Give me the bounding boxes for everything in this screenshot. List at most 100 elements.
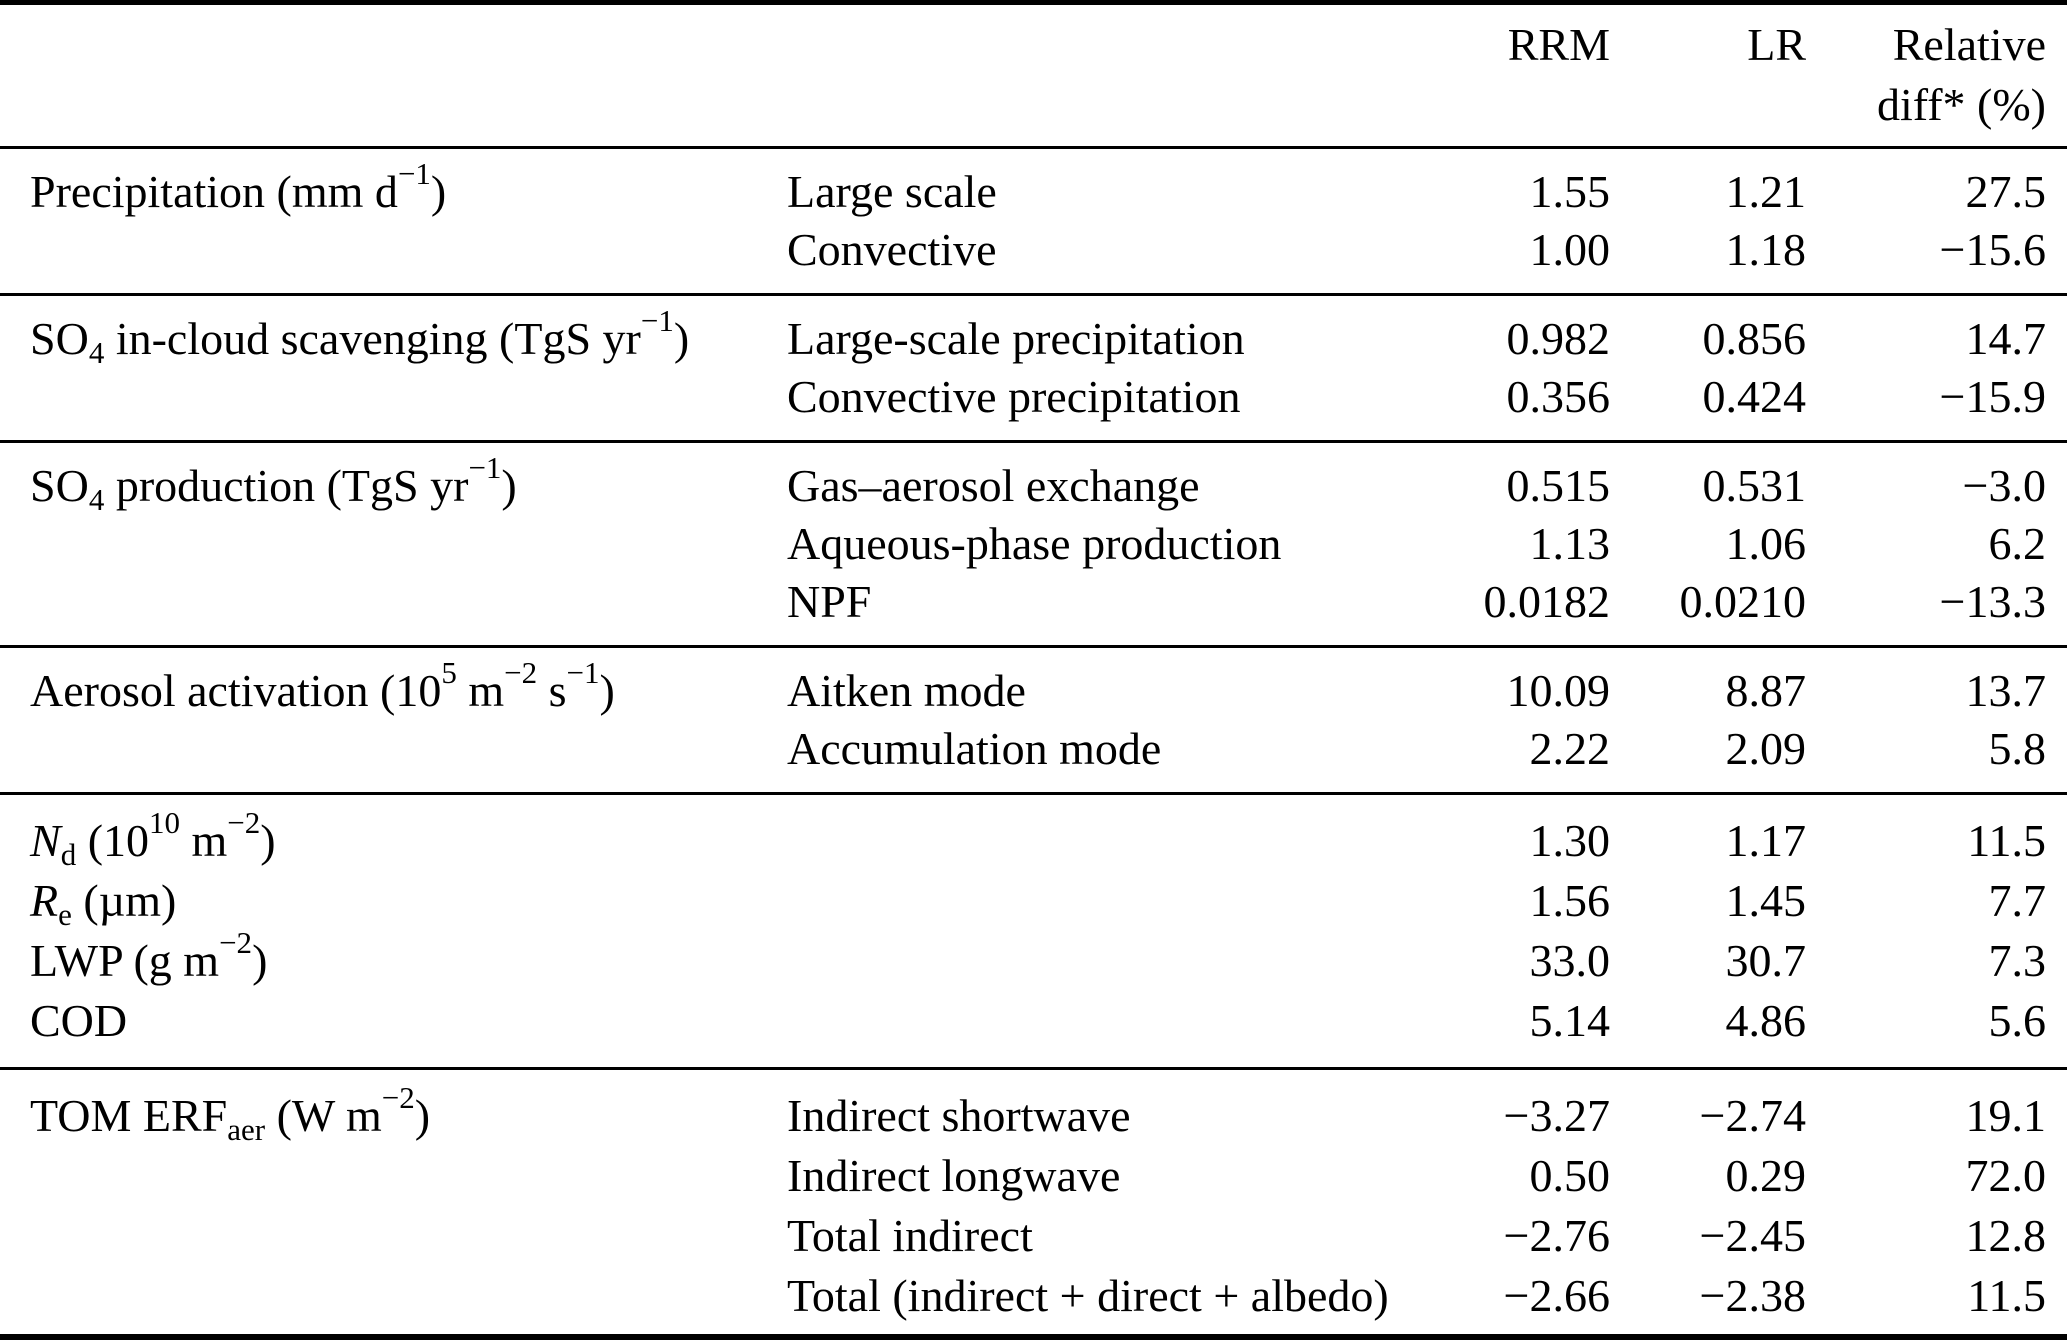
diff-value: 5.6 (1988, 995, 2047, 1046)
sub-label (757, 931, 1410, 991)
diff-value: 7.3 (1988, 935, 2047, 986)
lr-value: 0.424 (1702, 371, 1807, 422)
sub-label: Indirect shortwave (787, 1090, 1131, 1141)
sub-label: Gas–aerosol exchange (787, 460, 1200, 511)
col-header-lr-label: LR (1747, 19, 1806, 70)
param-label: COD (30, 995, 128, 1046)
lr-value: 1.06 (1725, 518, 1807, 569)
diff-value: 11.5 (1967, 1270, 2046, 1321)
diff-value: 12.8 (1965, 1210, 2047, 1261)
diff-value: 19.1 (1965, 1090, 2047, 1141)
diff-value: −3.0 (1962, 460, 2046, 511)
table-row: Aerosol activation (105 m−2 s−1) Aitken … (0, 647, 2067, 721)
diff-value: 7.7 (1988, 875, 2047, 926)
rrm-value: 0.982 (1506, 313, 1611, 364)
rrm-value: 0.356 (1506, 371, 1611, 422)
diff-value: 6.2 (1988, 518, 2047, 569)
section-so4-in-cloud-scavenging: SO4 in-cloud scavenging (TgS yr−1) Large… (0, 295, 2067, 442)
header-spacer-sub (757, 3, 1410, 148)
param-label (0, 573, 757, 647)
param-label (0, 720, 757, 794)
lr-value: 8.87 (1725, 665, 1807, 716)
lr-value: 2.09 (1725, 723, 1807, 774)
diff-value: 14.7 (1965, 313, 2047, 364)
table-row: Re (µm) 1.56 1.45 7.7 (0, 871, 2067, 931)
param-label: Nd (1010 m−2) (30, 805, 276, 872)
sub-label: Convective precipitation (787, 371, 1241, 422)
diff-value: 72.0 (1965, 1150, 2047, 1201)
diff-value: −15.9 (1939, 371, 2046, 422)
param-label (0, 1206, 757, 1266)
col-header-relative-line1: Relative (1892, 19, 2046, 70)
lr-value: 0.29 (1725, 1150, 1807, 1201)
col-header-relative-line2: diff* (%) (1876, 79, 2046, 130)
table-row: SO4 production (TgS yr−1) Gas–aerosol ex… (0, 442, 2067, 515)
param-label (0, 515, 757, 573)
lr-value: 1.45 (1725, 875, 1807, 926)
sub-label: Aitken mode (787, 665, 1026, 716)
param-label: TOM ERFaer (W m−2) (30, 1080, 431, 1147)
header-spacer-param (0, 3, 757, 148)
table-row: Convective 1.00 1.18 −15.6 (0, 221, 2067, 295)
section-tom-erf-aer: TOM ERFaer (W m−2) Indirect shortwave −3… (0, 1069, 2067, 1338)
sub-label: Total indirect (787, 1210, 1033, 1261)
diff-value: −13.3 (1939, 576, 2046, 627)
param-label (0, 1266, 757, 1337)
sub-label (757, 794, 1410, 872)
lr-value: −2.74 (1699, 1090, 1806, 1141)
lr-value: 1.18 (1725, 224, 1807, 275)
param-label (0, 221, 757, 295)
sub-label: NPF (787, 576, 872, 627)
table-row: COD 5.14 4.86 5.6 (0, 991, 2067, 1069)
lr-value: 4.86 (1725, 995, 1807, 1046)
rrm-value: 1.30 (1529, 815, 1611, 866)
lr-value: 0.856 (1702, 313, 1807, 364)
rrm-value: 10.09 (1506, 665, 1611, 716)
rrm-value: 2.22 (1529, 723, 1611, 774)
table-row: LWP (g m−2) 33.0 30.7 7.3 (0, 925, 2067, 991)
diff-value: 27.5 (1965, 166, 2047, 217)
header-row: RRM LR Relative diff* (%) (0, 3, 2067, 148)
diff-value: 11.5 (1967, 815, 2046, 866)
sub-label: Convective (787, 224, 997, 275)
rrm-value: 0.515 (1506, 460, 1611, 511)
rrm-value: 1.13 (1529, 518, 1611, 569)
lr-value: −2.38 (1699, 1270, 1806, 1321)
lr-value: 1.17 (1725, 815, 1807, 866)
sub-label: Large scale (787, 166, 997, 217)
param-label (0, 1146, 757, 1206)
section-aerosol-activation: Aerosol activation (105 m−2 s−1) Aitken … (0, 647, 2067, 794)
sub-label: Total (indirect + direct + albedo) (787, 1270, 1389, 1321)
rrm-value: 5.14 (1529, 995, 1611, 1046)
param-label: Precipitation (mm d−1) (30, 156, 447, 217)
rrm-value: 1.55 (1529, 166, 1611, 217)
rrm-value: 0.0182 (1483, 576, 1611, 627)
col-header-rrm: RRM (1410, 3, 1610, 148)
param-label: Aerosol activation (105 m−2 s−1) (30, 655, 615, 716)
sub-label (757, 871, 1410, 931)
lr-value: 30.7 (1725, 935, 1807, 986)
sub-label (757, 991, 1410, 1069)
col-header-relative-diff: Relative diff* (%) (1806, 3, 2067, 148)
col-header-lr: LR (1610, 3, 1806, 148)
diff-value: 5.8 (1988, 723, 2047, 774)
diff-value: 13.7 (1965, 665, 2047, 716)
table-header: RRM LR Relative diff* (%) (0, 3, 2067, 148)
rrm-value: −2.76 (1503, 1210, 1610, 1261)
param-label: LWP (g m−2) (30, 925, 268, 986)
rrm-value: −3.27 (1503, 1090, 1610, 1141)
table-row: SO4 in-cloud scavenging (TgS yr−1) Large… (0, 295, 2067, 368)
lr-value: 1.21 (1725, 166, 1807, 217)
param-label (0, 368, 757, 442)
section-cloud-properties: Nd (1010 m−2) 1.30 1.17 11.5 Re (µm) 1.5… (0, 794, 2067, 1069)
table-row: Accumulation mode 2.22 2.09 5.8 (0, 720, 2067, 794)
table-row: Convective precipitation 0.356 0.424 −15… (0, 368, 2067, 442)
lr-value: 0.0210 (1679, 576, 1807, 627)
rrm-value: 0.50 (1529, 1150, 1611, 1201)
table-row: Aqueous-phase production 1.13 1.06 6.2 (0, 515, 2067, 573)
table-row: Total (indirect + direct + albedo) −2.66… (0, 1266, 2067, 1337)
table-row: NPF 0.0182 0.0210 −13.3 (0, 573, 2067, 647)
col-header-rrm-label: RRM (1507, 19, 1610, 70)
rrm-value: 1.00 (1529, 224, 1611, 275)
